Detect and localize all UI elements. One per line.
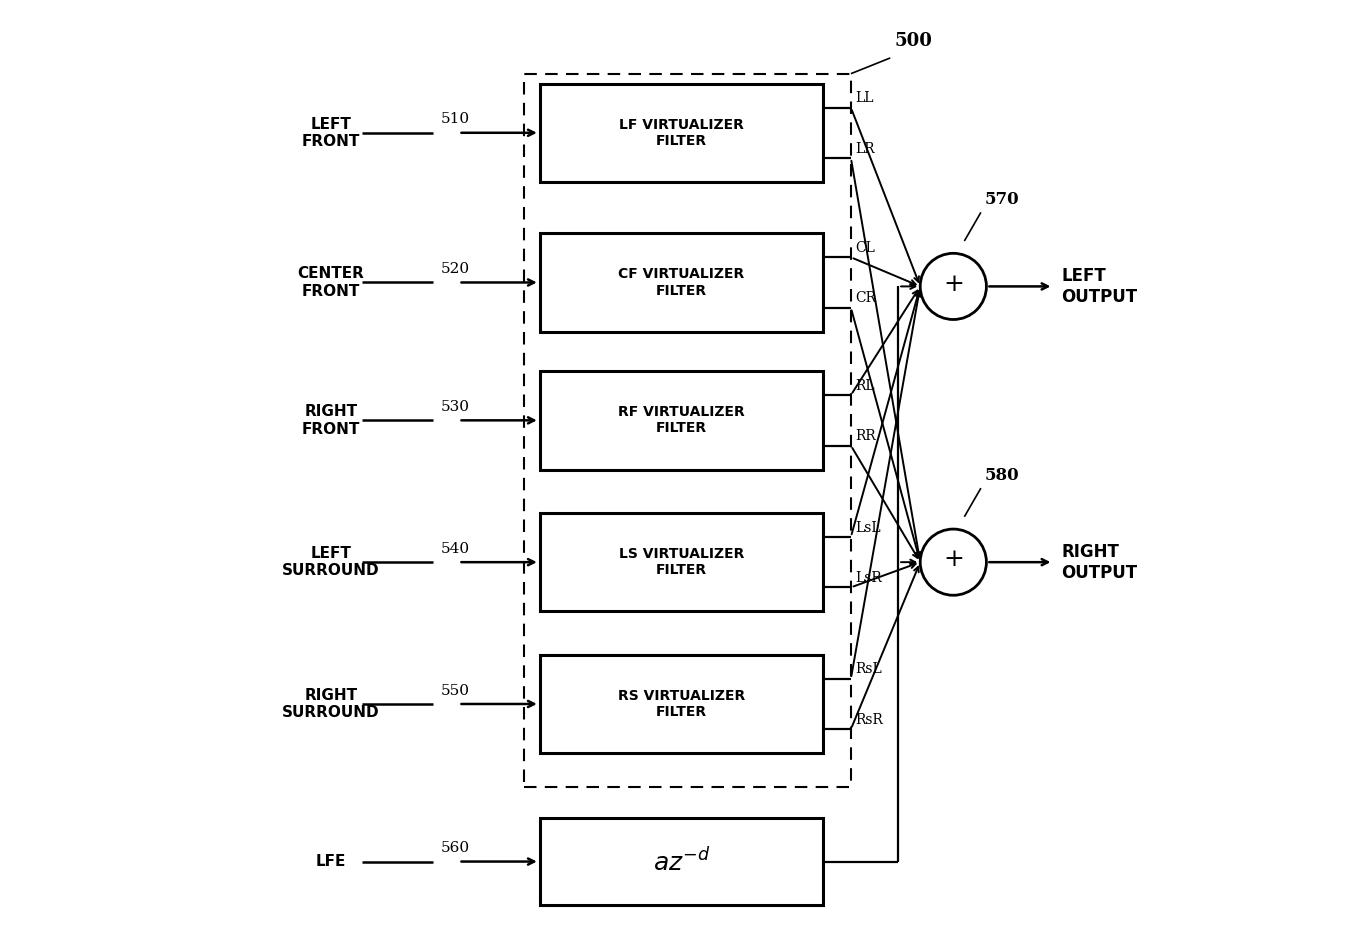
- Text: RR: RR: [855, 429, 875, 443]
- Text: 550: 550: [442, 684, 470, 698]
- Circle shape: [920, 253, 987, 320]
- Text: 570: 570: [985, 191, 1020, 208]
- Text: RL: RL: [855, 378, 875, 393]
- Text: 510: 510: [442, 112, 470, 126]
- Text: RIGHT
OUTPUT: RIGHT OUTPUT: [1062, 543, 1137, 582]
- Bar: [540, 233, 823, 332]
- Bar: [540, 371, 823, 470]
- Text: 580: 580: [985, 467, 1020, 484]
- Text: LL: LL: [855, 91, 874, 106]
- Text: RIGHT
SURROUND: RIGHT SURROUND: [282, 688, 380, 720]
- Text: 560: 560: [442, 842, 470, 855]
- Text: +: +: [943, 273, 964, 296]
- Text: LsR: LsR: [855, 571, 882, 585]
- Text: LS VIRTUALIZER
FILTER: LS VIRTUALIZER FILTER: [619, 547, 744, 577]
- Text: +: +: [943, 549, 964, 572]
- Text: LR: LR: [855, 142, 875, 156]
- Bar: [540, 84, 823, 182]
- Text: LsL: LsL: [855, 520, 880, 534]
- Text: RF VIRTUALIZER
FILTER: RF VIRTUALIZER FILTER: [619, 405, 744, 436]
- Text: LEFT
FRONT: LEFT FRONT: [301, 117, 360, 149]
- Bar: [540, 818, 823, 905]
- Text: LFE: LFE: [316, 854, 346, 869]
- Text: CR: CR: [855, 291, 876, 305]
- Bar: [523, 73, 851, 786]
- Text: LEFT
OUTPUT: LEFT OUTPUT: [1062, 267, 1137, 306]
- Text: 530: 530: [442, 400, 470, 414]
- Text: 540: 540: [442, 542, 470, 556]
- Text: LF VIRTUALIZER
FILTER: LF VIRTUALIZER FILTER: [619, 118, 744, 147]
- Circle shape: [920, 529, 987, 595]
- Text: 520: 520: [442, 262, 470, 276]
- Text: RS VIRTUALIZER
FILTER: RS VIRTUALIZER FILTER: [617, 689, 746, 719]
- Text: RsR: RsR: [855, 713, 883, 727]
- Text: LEFT
SURROUND: LEFT SURROUND: [282, 546, 380, 578]
- Text: RsL: RsL: [855, 663, 882, 676]
- Text: CF VIRTUALIZER
FILTER: CF VIRTUALIZER FILTER: [619, 267, 744, 298]
- Text: CENTER
FRONT: CENTER FRONT: [297, 266, 364, 299]
- Bar: [540, 654, 823, 753]
- Text: 500: 500: [894, 32, 932, 50]
- Text: $az^{-d}$: $az^{-d}$: [653, 847, 710, 876]
- Text: RIGHT
FRONT: RIGHT FRONT: [301, 404, 360, 437]
- Bar: [540, 513, 823, 611]
- Text: CL: CL: [855, 241, 875, 255]
